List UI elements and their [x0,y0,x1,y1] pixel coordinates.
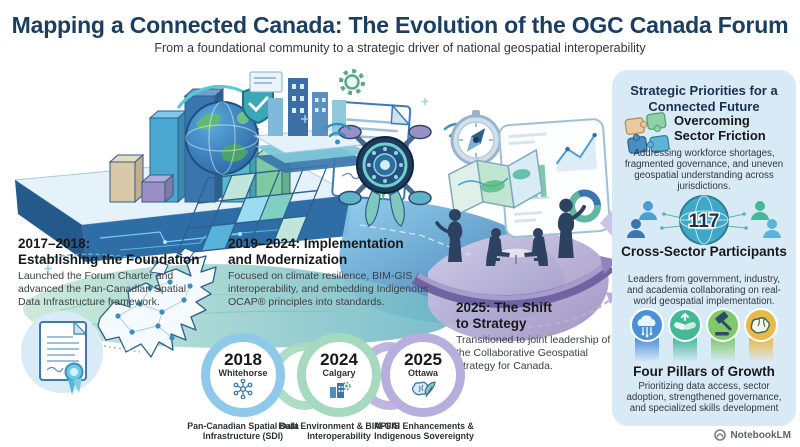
timeline-city: Calgary [322,368,356,379]
main-illustration [13,69,615,395]
section-body-cross-sector: Leaders from government, industry, and a… [626,274,782,308]
section-title-four-pillars: Four Pillars of Growth [633,364,775,379]
four-pillars-icons [630,308,778,362]
timeline-caption: Pan-Canadian Spatial Data Infrastructure… [187,421,299,442]
gear-icon [339,69,365,95]
page-title: Mapping a Connected Canada: The Evolutio… [11,12,789,38]
notebooklm-logo-icon [714,429,727,441]
brain-feather-icon [411,381,436,398]
puzzle-hands-icon [624,112,670,154]
folded-map-illustration [447,148,543,218]
network-icon [233,378,253,399]
timeline-city: Ottawa [407,368,438,379]
page-subtitle: From a foundational community to a strat… [154,41,646,55]
gavel-icon [706,308,740,342]
timeline-node-2018: 2018 Whitehorse [201,333,285,417]
participants-stat: 117 [689,211,720,232]
panel-notch [600,208,614,238]
compass-icon [450,110,502,166]
timeline-year: 2024 [320,350,358,370]
handshake-icon [668,308,702,342]
sparkle-decor [44,98,429,272]
timeline-caption: API/AI Enhancements & Indigenous Soverei… [374,421,474,442]
milestone-heading: 2019–2024: Implementation and Modernizat… [228,236,404,267]
cloud-network-icon [630,308,664,342]
charter-seal-illustration [21,311,103,395]
milestone-2017-2018: 2017–2018: Establishing the Foundation L… [18,236,206,309]
timeline-node-2024: 2024 Calgary [297,333,381,417]
section-body-four-pillars: Prioritizing data access, sector adoptio… [626,381,782,415]
section-title-cross-sector: Cross-Sector Participants [621,244,787,259]
milestone-heading: 2025: The Shift to Strategy [456,300,553,331]
brain-icon [744,308,778,342]
milestone-2025: 2025: The Shift to Strategy Transitioned… [456,300,614,373]
shield-check-icon [242,84,274,125]
strategic-priorities-panel: Strategic Priorities for a Connected Fut… [612,70,796,426]
timeline-year: 2018 [224,350,262,370]
grid-tiles-illustration [176,164,329,255]
timeline-caption: Built Environment & BIM-GIS Interoperabi… [278,421,400,442]
people-silhouettes [435,198,586,266]
watermark-label: NotebookLM [730,429,791,441]
milestone-heading: 2017–2018: Establishing the Foundation [18,236,200,267]
cross-sector-cluster-icon: 117 [627,195,781,245]
canada-map-network [97,247,217,358]
timeline-node-2025: 2025 Ottawa [381,333,465,417]
watermark: NotebookLM [714,429,791,441]
timeline-year: 2025 [404,350,442,370]
building-gear-icon [330,381,351,398]
section-title-sector-friction: Overcoming Sector Friction [674,113,766,143]
panel-title: Strategic Priorities for a Connected Fut… [630,83,778,114]
milestone-body: Focused on climate resilience, BIM-GIS i… [228,270,429,309]
city-buildings-illustration [249,69,372,173]
globe-icon [176,84,270,175]
section-body-sector-friction: Addressing workforce shortages, fragment… [624,148,784,193]
indigenous-drone-icon [323,122,472,227]
milestone-body: Transitioned to joint leadership of the … [456,334,611,373]
person-icon [627,201,781,238]
milestone-body: Launched the Forum Charter and advanced … [18,270,187,309]
milestone-2019-2024: 2019–2024: Implementation and Modernizat… [228,236,443,309]
timeline-city: Whitehorse [218,368,268,379]
